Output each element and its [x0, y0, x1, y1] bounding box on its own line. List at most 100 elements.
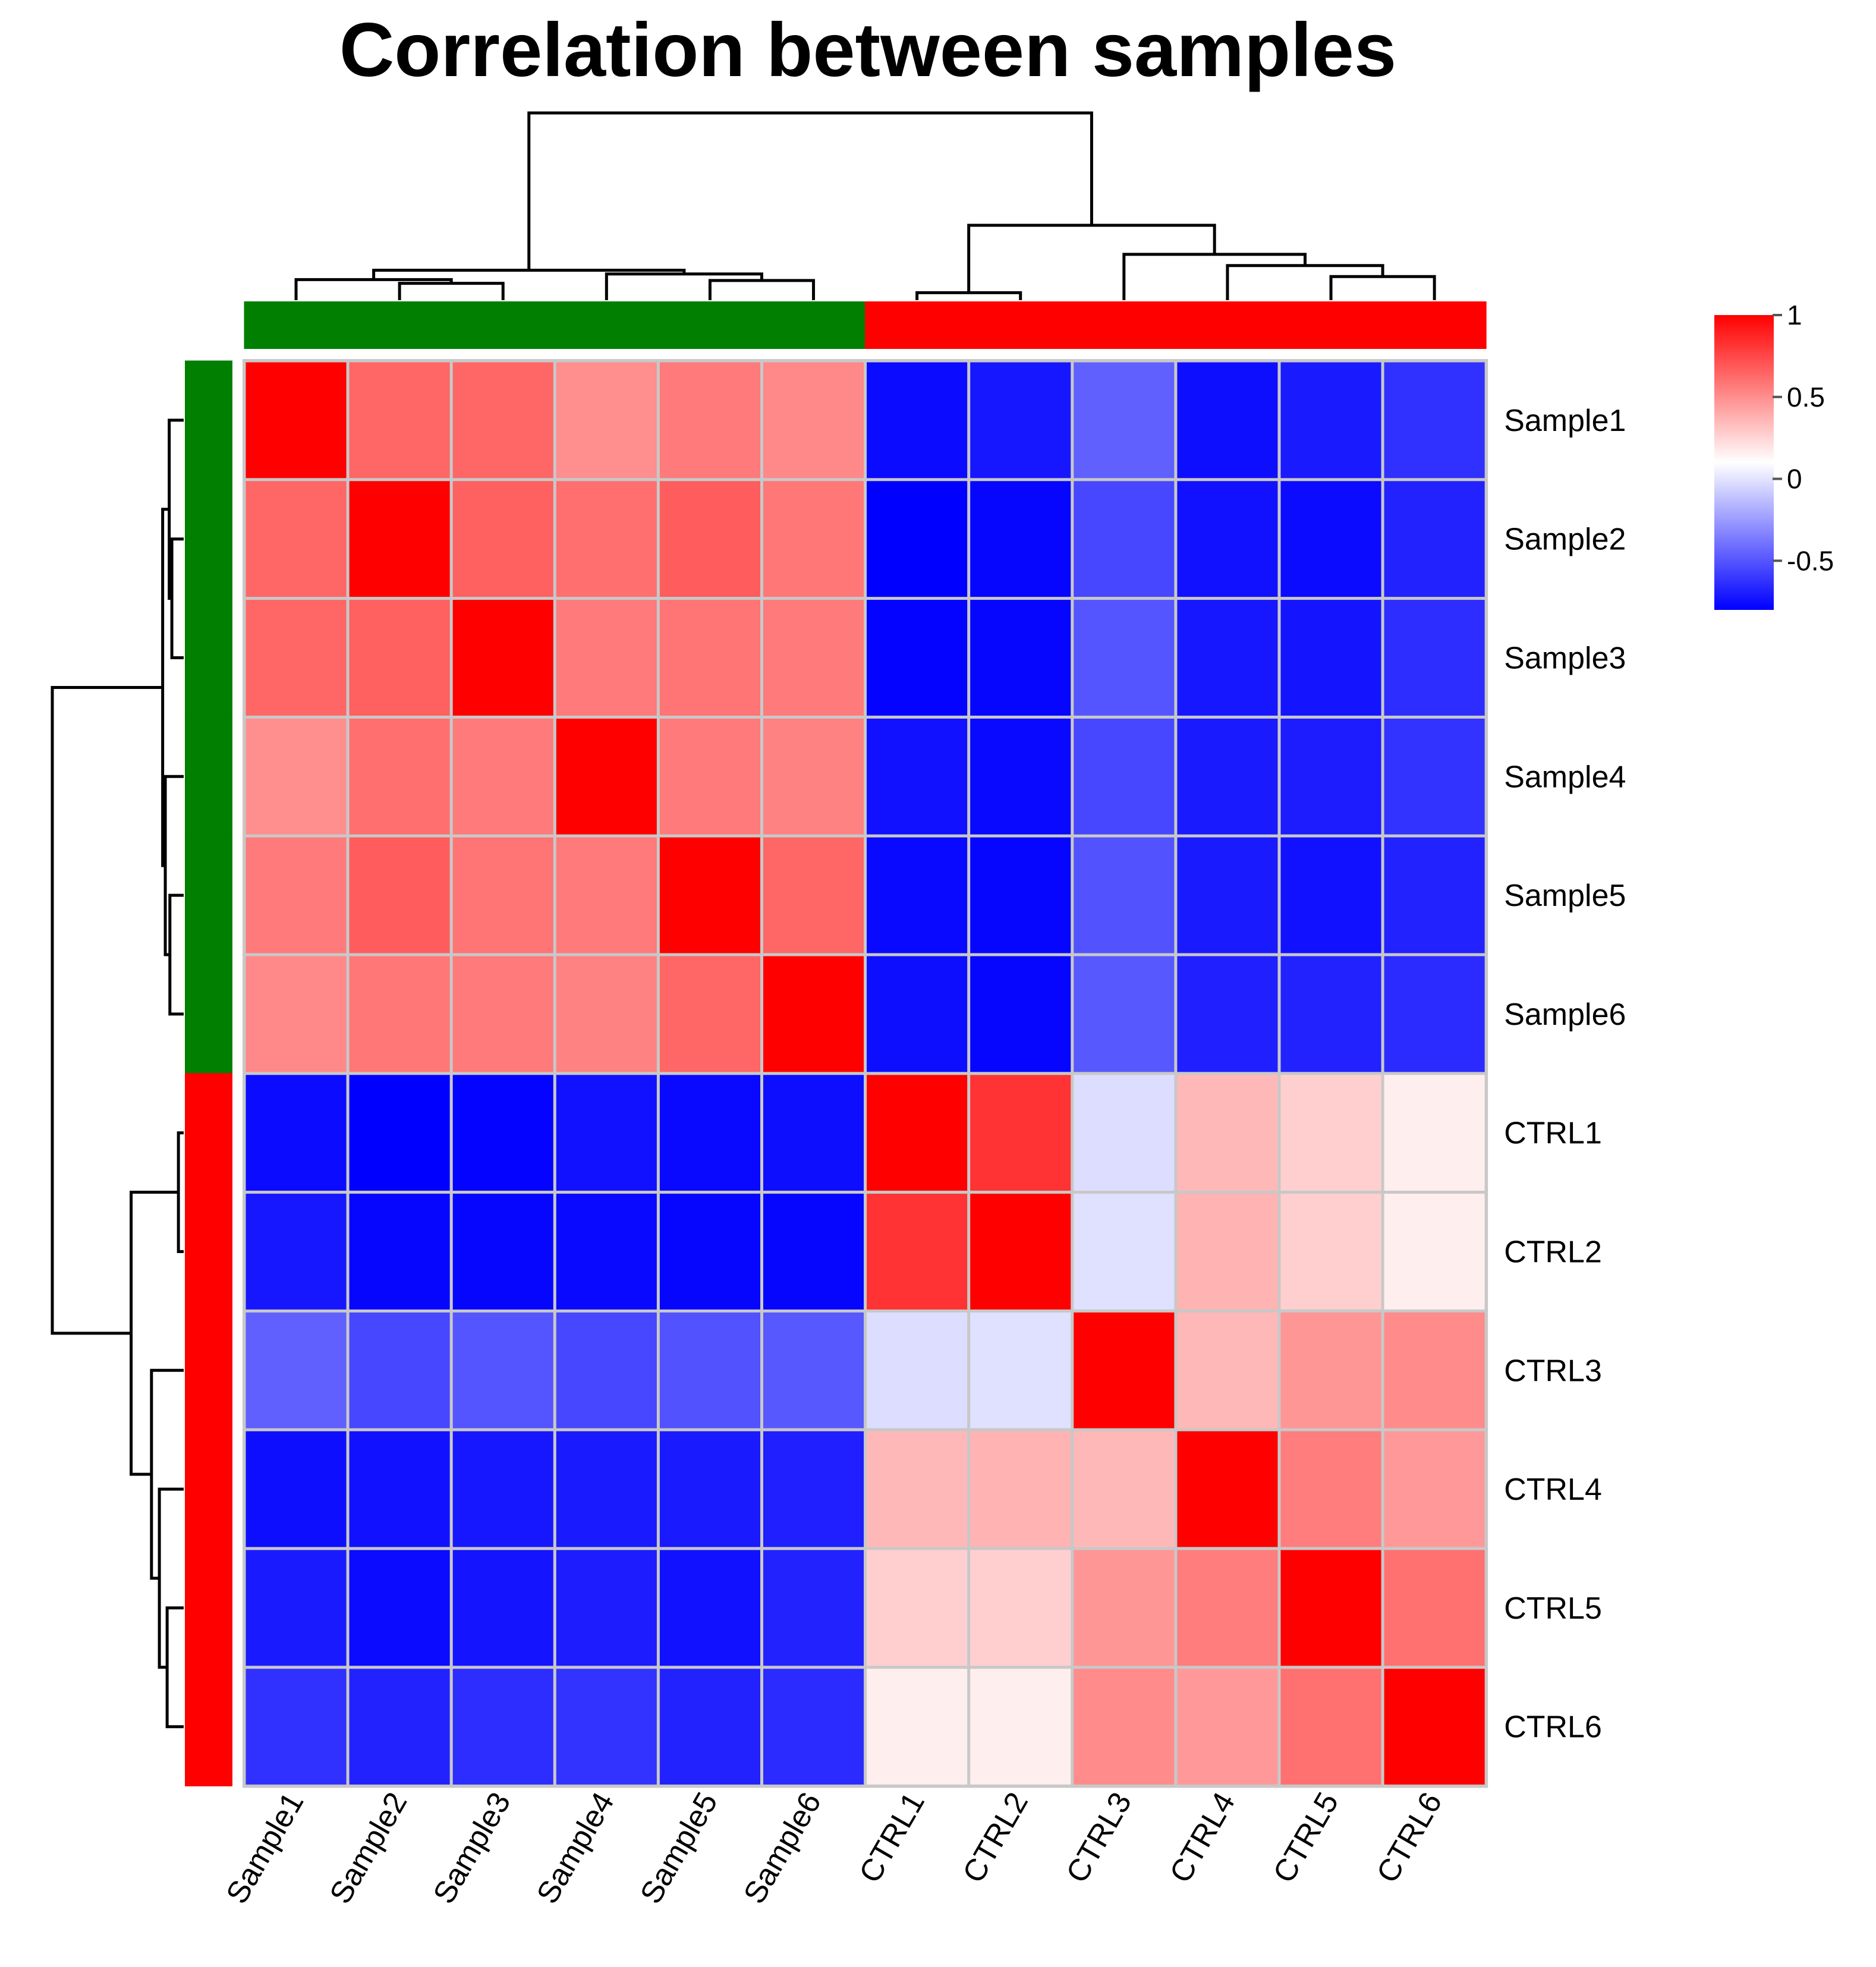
heatmap-cell — [452, 956, 553, 1072]
column-label: CTRL6 — [1370, 1787, 1449, 1889]
heatmap-cell — [1177, 718, 1278, 835]
heatmap-cell — [867, 1075, 968, 1191]
heatmap-cell — [970, 362, 1071, 479]
chart-title: Correlation between samples — [339, 8, 1396, 93]
heatmap-cell — [1280, 1312, 1381, 1428]
heatmap-cell — [1384, 362, 1485, 479]
heatmap-cell — [1074, 1075, 1175, 1191]
dendrogram-branch — [150, 1368, 184, 1580]
heatmap-cells — [243, 359, 1488, 1788]
heatmap-cell — [1280, 362, 1381, 479]
heatmap-cell — [763, 362, 864, 479]
heatmap-cell — [452, 1075, 553, 1191]
heatmap-cell — [245, 1194, 347, 1310]
heatmap-cell — [1384, 956, 1485, 1072]
heatmap-cell — [659, 362, 760, 479]
legend-tick-label: -0.5 — [1787, 545, 1834, 576]
dendrogram-branch — [165, 1606, 184, 1729]
heatmap-cell — [245, 1550, 347, 1666]
row-annotation-segment — [185, 1429, 232, 1549]
dendrogram-branch — [1329, 275, 1436, 300]
heatmap-cell — [867, 362, 968, 479]
heatmap-cell — [1384, 1431, 1485, 1547]
heatmap-cell — [659, 718, 760, 835]
row-label: Sample4 — [1504, 760, 1626, 794]
heatmap-cell — [556, 956, 657, 1072]
row-label: Sample5 — [1504, 879, 1626, 913]
heatmap-cell — [245, 956, 347, 1072]
column-label: Sample1 — [220, 1787, 311, 1910]
heatmap-cell — [1384, 1550, 1485, 1666]
heatmap-cell — [867, 837, 968, 953]
column-annotation-segment — [1175, 301, 1280, 349]
heatmap-cell — [1074, 1550, 1175, 1666]
heatmap-cell — [1074, 837, 1175, 953]
heatmap-cell — [1280, 1431, 1381, 1547]
heatmap-cell — [452, 481, 553, 597]
heatmap-cell — [867, 481, 968, 597]
heatmap-cell — [245, 481, 347, 597]
heatmap-cell — [970, 1075, 1071, 1191]
heatmap-cell — [245, 362, 347, 479]
column-dendrogram — [294, 111, 1436, 300]
heatmap-cell — [245, 1669, 347, 1785]
heatmap-cell — [349, 837, 450, 953]
dendrogram-branch — [372, 269, 686, 280]
row-annotation-segment — [185, 1073, 232, 1193]
heatmap-cell — [349, 1312, 450, 1428]
row-label: CTRL1 — [1504, 1116, 1602, 1151]
heatmap-cell — [556, 1075, 657, 1191]
heatmap-cell — [763, 1194, 864, 1310]
column-label: CTRL3 — [1060, 1787, 1139, 1889]
heatmap-cell — [763, 1312, 864, 1428]
heatmap-cell — [349, 481, 450, 597]
dendrogram-branch — [177, 1131, 184, 1253]
row-labels: Sample1 Sample2 Sample3 Sample4 Sample5 Sampl… — [1504, 404, 1626, 1745]
heatmap-cell — [970, 1431, 1071, 1547]
row-label: CTRL6 — [1504, 1710, 1602, 1745]
legend-tick-label: 0 — [1787, 464, 1802, 495]
heatmap-cell — [245, 1075, 347, 1191]
heatmap-cell — [659, 1075, 760, 1191]
heatmap-cell — [970, 1312, 1071, 1428]
row-label: Sample6 — [1504, 997, 1626, 1032]
row-annotation-segment — [185, 598, 232, 717]
column-annotation-segment — [244, 301, 348, 349]
dendrogram-branch — [130, 1191, 179, 1476]
legend-color-bar — [1714, 315, 1774, 610]
heatmap-cell — [1074, 600, 1175, 716]
heatmap-cell — [867, 600, 968, 716]
dendrogram-branch — [170, 537, 184, 659]
heatmap-cell — [970, 1550, 1071, 1666]
row-label: Sample1 — [1504, 404, 1626, 438]
heatmap-cell — [556, 1431, 657, 1547]
heatmap-cell — [763, 718, 864, 835]
heatmap-cell — [867, 1312, 968, 1428]
heatmap-cell — [659, 481, 760, 597]
heatmap-cell — [556, 1194, 657, 1310]
heatmap-cell — [1074, 956, 1175, 1072]
column-annotation-bar — [244, 301, 1487, 349]
legend-ticks: 1 0.5 0 -0.5 — [1773, 300, 1834, 576]
heatmap-cell — [1384, 718, 1485, 835]
heatmap-cell — [1384, 600, 1485, 716]
heatmap-cell — [867, 1550, 968, 1666]
heatmap-cell — [1177, 481, 1278, 597]
heatmap-cell — [659, 956, 760, 1072]
heatmap-cell — [763, 1075, 864, 1191]
row-annotation-segment — [185, 360, 232, 480]
heatmap-cell — [349, 1669, 450, 1785]
heatmap-cell — [1177, 1550, 1278, 1666]
heatmap-cell — [867, 1194, 968, 1310]
heatmap-cell — [867, 718, 968, 835]
row-annotation-segment — [185, 954, 232, 1074]
heatmap-cell — [1280, 1194, 1381, 1310]
heatmap-cell — [1384, 481, 1485, 597]
heatmap-cell — [970, 1194, 1071, 1310]
heatmap-cell — [1074, 1431, 1175, 1547]
heatmap-cell — [763, 837, 864, 953]
column-annotation-segment — [1382, 301, 1487, 349]
heatmap-cell — [1384, 1312, 1485, 1428]
heatmap-cell — [1384, 1669, 1485, 1785]
column-label: CTRL5 — [1267, 1787, 1346, 1889]
